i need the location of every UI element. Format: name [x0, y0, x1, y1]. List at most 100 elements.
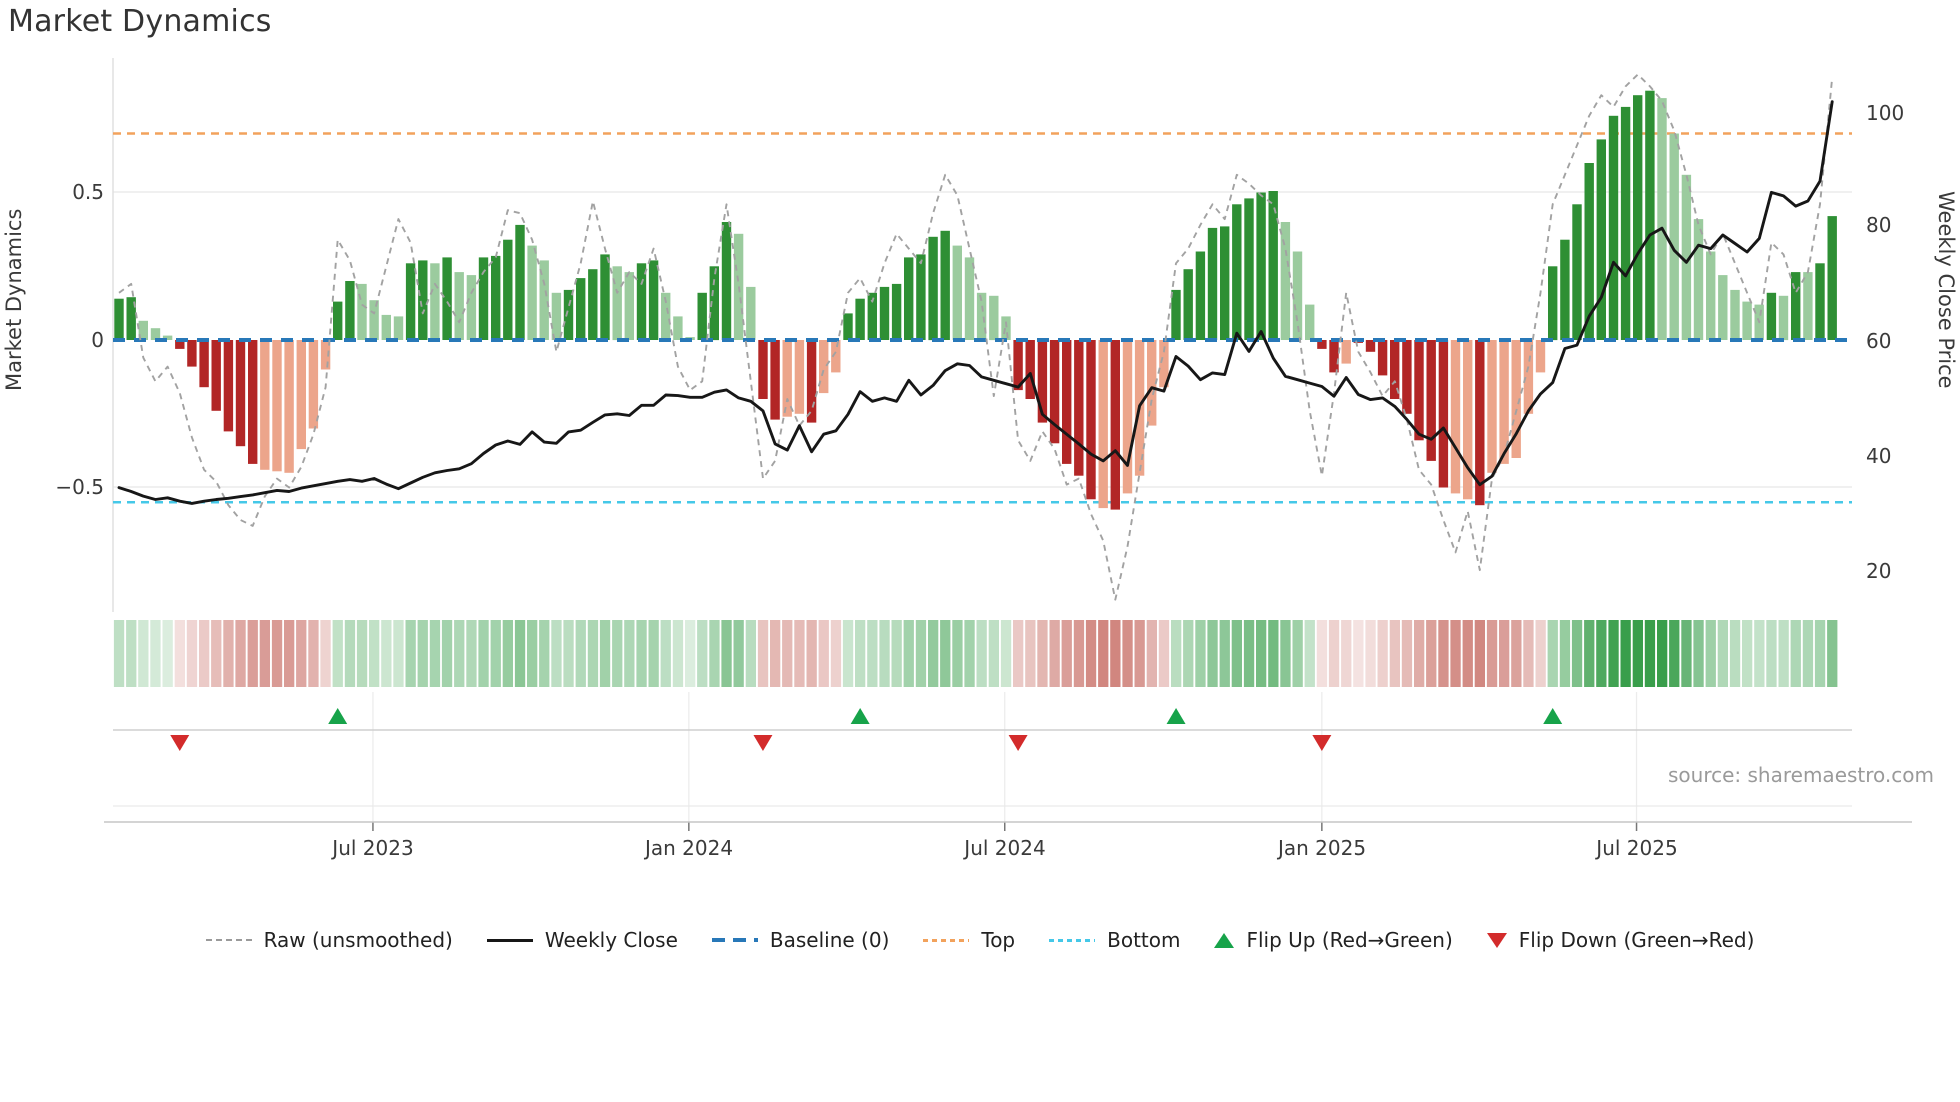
oscillator-bar — [1171, 289, 1181, 340]
legend-label: Bottom — [1107, 928, 1181, 952]
heatmap-cell — [1608, 620, 1619, 687]
oscillator-bar — [964, 257, 975, 340]
flip-down-marker — [170, 735, 190, 751]
oscillator-bar — [758, 340, 768, 399]
heatmap-cell — [490, 620, 501, 687]
heatmap-cell — [757, 620, 769, 687]
heatmap-cell — [599, 620, 611, 687]
heatmap-cell — [527, 620, 538, 687]
oscillator-bar — [891, 283, 902, 340]
heatmap-cell — [1827, 620, 1838, 687]
heatmap-cell — [1486, 620, 1498, 687]
oscillator-bar — [211, 340, 221, 411]
flip-up-icon — [1214, 932, 1235, 948]
raw-line — [118, 73, 1834, 601]
heatmap-cell — [429, 620, 441, 687]
oscillator-bar — [1159, 340, 1169, 388]
oscillator-bar — [1584, 163, 1594, 340]
oscillator-bar — [1706, 251, 1716, 340]
heatmap-cell — [223, 620, 234, 687]
heatmap-cell — [551, 620, 562, 687]
legend-item: Flip Up (Red→Green) — [1214, 928, 1453, 952]
oscillator-bar — [916, 254, 926, 340]
reference-lines — [113, 132, 1852, 504]
heatmap-cell — [174, 620, 185, 687]
oscillator-bar — [138, 320, 148, 340]
heatmap-cell — [1280, 620, 1291, 687]
heatmap-cell — [1754, 620, 1765, 687]
right-tick-label: 80 — [1866, 213, 1892, 237]
heatmap-cell — [332, 620, 343, 687]
heatmap-cell — [1061, 620, 1072, 687]
oscillator-bar — [223, 340, 234, 432]
heatmap-cell — [1644, 620, 1656, 687]
oscillator-bar — [1438, 340, 1449, 488]
heatmap-cell — [1353, 620, 1364, 687]
heatmap-cell — [1705, 620, 1716, 687]
heatmap-cell — [842, 620, 854, 687]
heatmap-cell — [976, 620, 987, 687]
heatmap-cell — [271, 620, 283, 687]
oscillator-bar — [867, 292, 877, 340]
oscillator-bar — [1535, 340, 1546, 373]
oscillator-bar — [600, 254, 610, 340]
legend-item: Baseline (0) — [711, 928, 889, 952]
oscillator-bar — [308, 340, 319, 429]
oscillator-bar — [1620, 106, 1631, 341]
oscillator-bar — [1377, 340, 1388, 376]
oscillator-bar — [588, 269, 598, 340]
legend-label: Top — [981, 928, 1016, 952]
heatmap-cell — [1778, 620, 1789, 687]
oscillator-bar — [1742, 301, 1752, 340]
heatmap-cell — [1389, 620, 1400, 687]
oscillator-bar — [1195, 251, 1206, 340]
x-tick-label: Jul 2025 — [1596, 836, 1678, 860]
heatmap-cell — [1717, 620, 1728, 687]
oscillator-bar — [405, 263, 416, 340]
oscillator-bar — [1463, 340, 1473, 500]
oscillator-bar — [697, 292, 707, 340]
oscillator-bar — [770, 340, 780, 420]
oscillator-bar — [1086, 340, 1096, 500]
oscillator-bar — [1657, 98, 1667, 340]
oscillator-bar — [1001, 316, 1011, 340]
heatmap-cell — [1426, 620, 1437, 687]
heatmap-cell — [1657, 620, 1668, 687]
oscillator-bar — [320, 340, 331, 370]
oscillator-bar — [1062, 340, 1072, 464]
heatmap-cell — [1681, 620, 1692, 687]
flip-up-marker — [1166, 708, 1186, 724]
heatmap-cell — [1171, 620, 1182, 687]
heatmap-cell — [1693, 620, 1704, 687]
oscillator-bar — [478, 257, 489, 340]
oscillator-bar — [1523, 340, 1534, 414]
oscillator-bar — [430, 263, 440, 340]
oscillator-bar — [539, 260, 549, 340]
oscillator-bar — [831, 340, 841, 373]
heatmap-cell — [1742, 620, 1753, 687]
x-tick-label: Jan 2025 — [1277, 836, 1367, 860]
heatmap-cell — [514, 620, 526, 687]
heatmap-cell — [1304, 620, 1315, 687]
heatmap-cell — [952, 620, 963, 687]
oscillator-bar — [1487, 340, 1497, 473]
legend-item: Top — [923, 928, 1015, 952]
oscillator-bar — [1341, 340, 1351, 364]
heatmap-cell — [697, 620, 708, 687]
oscillator-bar — [855, 298, 865, 340]
heatmap-cell — [369, 620, 380, 687]
oscillator-bar — [1803, 272, 1813, 340]
heatmap-cell — [733, 620, 744, 687]
right-axis-label: Weekly Close Price — [1934, 191, 1958, 389]
heatmap-cell — [575, 620, 586, 687]
heatmap-cell — [1802, 620, 1814, 687]
heatmap-cell — [1377, 620, 1388, 687]
heatmap-cell — [1134, 620, 1145, 687]
heatmap-cell — [344, 620, 356, 687]
oscillator-bar — [1633, 95, 1643, 340]
heatmap-cell — [685, 620, 696, 687]
weekly-close-swatch — [486, 938, 533, 942]
oscillator-bar — [879, 286, 890, 340]
heatmap-cell — [1632, 620, 1643, 687]
heatmap-cell — [478, 620, 489, 687]
